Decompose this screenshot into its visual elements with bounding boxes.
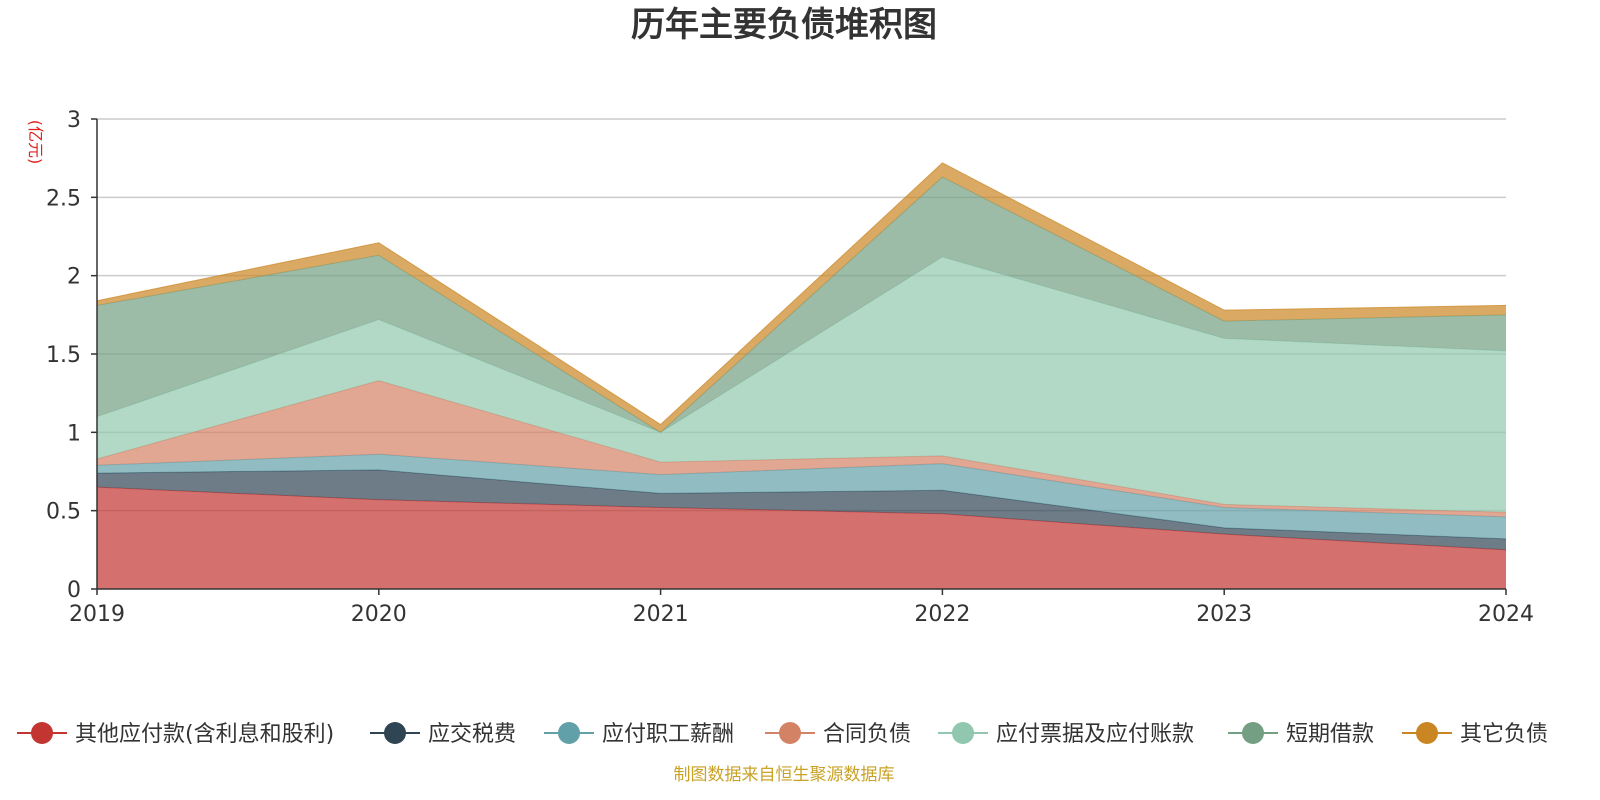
x-tick-label: 2022 — [914, 602, 970, 627]
legend-marker-icon — [31, 722, 53, 744]
legend-item-2[interactable]: 应交税费 — [370, 722, 516, 747]
area-series-1 — [97, 487, 1506, 589]
area-series-line-7 — [96, 162, 1507, 426]
x-tick-label: 2023 — [1196, 602, 1252, 627]
legend-label: 其它负债 — [1460, 722, 1548, 747]
area-series-2 — [97, 469, 1506, 550]
y-tick-label: 2 — [67, 265, 81, 290]
x-tick-label: 2021 — [633, 602, 689, 627]
axes: 0 0.5 1 1.5 2 2.5 3 2019 2020 2021 2022 2023 2024 — [46, 108, 1534, 627]
area-series-7 — [97, 162, 1506, 433]
legend-item-5[interactable]: 应付票据及应付账款 — [938, 722, 1194, 747]
legend-marker-icon — [558, 722, 580, 744]
y-tick-label: 0 — [67, 578, 81, 603]
y-tick-label: 0.5 — [46, 500, 81, 525]
legend-item-3[interactable]: 应付职工薪酬 — [544, 722, 734, 747]
y-tick-label: 3 — [67, 108, 81, 133]
legend-item-7[interactable]: 其它负债 — [1402, 722, 1548, 747]
legend-item-1[interactable]: 其他应付款(含利息和股利) — [17, 722, 334, 747]
legend-item-4[interactable]: 合同负债 — [765, 722, 911, 747]
legend-label: 短期借款 — [1286, 722, 1374, 747]
chart-title: 历年主要负债堆积图 — [631, 5, 937, 45]
legend-label: 合同负债 — [823, 722, 911, 747]
y-tick-label: 1.5 — [46, 343, 81, 368]
y-tick-label: 1 — [67, 421, 81, 446]
legend-label: 其他应付款(含利息和股利) — [75, 722, 334, 747]
area-series-5 — [97, 256, 1506, 513]
area-series-6 — [97, 176, 1506, 433]
legend-label: 应交税费 — [428, 722, 516, 747]
area-series-group — [96, 162, 1507, 589]
legend-marker-icon — [1416, 722, 1438, 744]
y-tick-label: 2.5 — [46, 186, 81, 211]
area-series-3 — [97, 454, 1506, 539]
legend-item-6[interactable]: 短期借款 — [1228, 722, 1374, 747]
x-tick-label: 2019 — [69, 602, 125, 627]
y-axis-unit-label: (亿元) — [26, 120, 45, 165]
x-tick-label: 2020 — [351, 602, 407, 627]
legend-label: 应付票据及应付账款 — [996, 722, 1194, 747]
source-note: 制图数据来自恒生聚源数据库 — [674, 765, 895, 785]
legend-marker-icon — [952, 722, 974, 744]
x-tick-label: 2024 — [1478, 602, 1534, 627]
legend-label: 应付职工薪酬 — [602, 722, 734, 747]
legend-marker-icon — [1242, 722, 1264, 744]
legend[interactable]: 其他应付款(含利息和股利) 应交税费 应付职工薪酬 合同负债 应付票据及应付账款 短期借款… — [17, 722, 1548, 747]
area-series-4 — [97, 380, 1506, 517]
legend-marker-icon — [384, 722, 406, 744]
legend-marker-icon — [779, 722, 801, 744]
